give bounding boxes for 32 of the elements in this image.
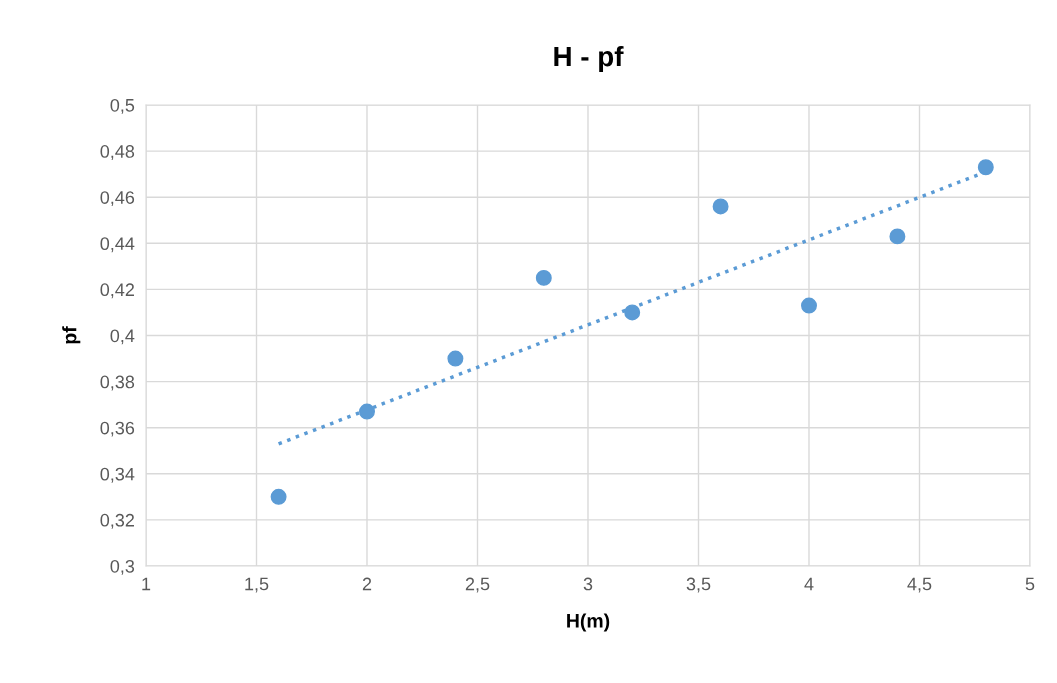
y-tick-label: 0,4 (110, 329, 135, 345)
chart-title: H - pf (554, 45, 624, 72)
point (359, 403, 375, 420)
x-tick-label: 2 (362, 577, 372, 591)
point (712, 198, 729, 215)
x-tick-label: 1 (142, 577, 151, 591)
point (447, 350, 464, 367)
x-tick-label: 3 (583, 577, 593, 591)
x-axis-title: H(m) (567, 613, 610, 632)
y-tick-label: 0,34 (100, 467, 135, 483)
y-tick-label: 0,36 (100, 421, 135, 437)
point (535, 269, 552, 286)
y-tick-label: 0,32 (100, 513, 134, 529)
x-tick-label: 2,5 (465, 577, 490, 593)
x-tick-label: 4 (804, 577, 814, 591)
y-tick-label: 0,5 (110, 98, 135, 114)
x-tick-label: 1,5 (245, 577, 269, 593)
x-tick-label: 3,5 (686, 577, 711, 593)
y-tick-label: 0,38 (100, 375, 135, 391)
x-tick-label: 4,5 (907, 577, 932, 593)
x-tick-label: 5 (1025, 577, 1035, 591)
y-axis-title: pf (62, 326, 81, 344)
y-tick-label: 0,48 (100, 145, 135, 160)
y-tick-label: 0,46 (100, 191, 135, 207)
point (977, 159, 994, 176)
y-tick-label: 0,3 (110, 559, 135, 575)
y-tick-label: 0,42 (100, 283, 134, 299)
point (801, 297, 817, 314)
point (624, 304, 641, 321)
point (889, 228, 906, 245)
point (270, 488, 287, 505)
y-tick-label: 0,44 (100, 237, 135, 253)
